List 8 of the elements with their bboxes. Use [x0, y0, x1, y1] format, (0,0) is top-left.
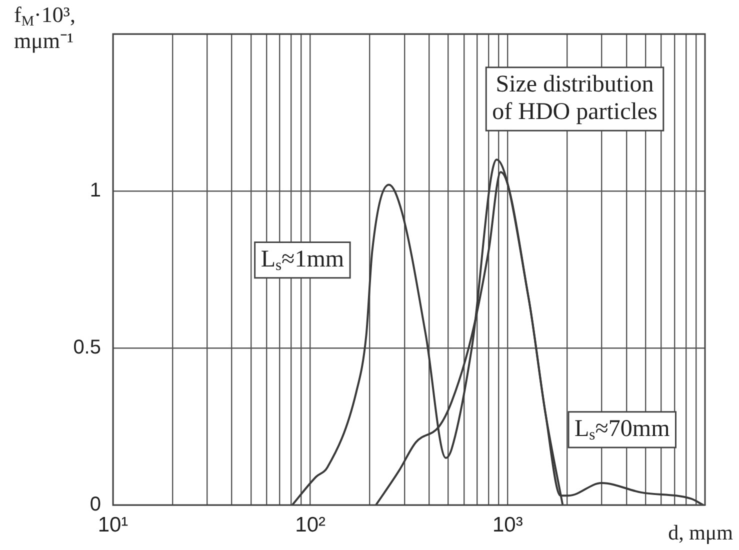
x-tick-label: 10¹ [98, 513, 128, 536]
y-tick-label: 0.5 [73, 336, 101, 359]
x-axis-title: d, mμm [668, 520, 734, 545]
text: Size distribution of HDO particles [492, 71, 658, 126]
y-tick-label: 1 [90, 180, 101, 202]
x-tick-label: 10³ [492, 513, 523, 536]
x-tick-label: 10² [295, 513, 326, 536]
y-tick-label: 0 [90, 494, 101, 516]
